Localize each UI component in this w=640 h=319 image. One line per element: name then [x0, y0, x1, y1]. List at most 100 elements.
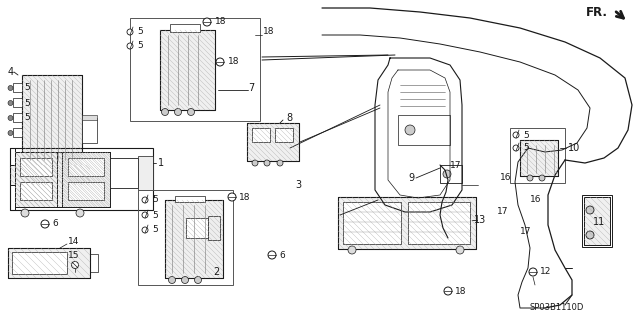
Circle shape [195, 277, 202, 284]
Bar [10, 148, 15, 210]
Text: 17: 17 [497, 207, 509, 217]
Bar [15, 152, 57, 207]
Bar [138, 156, 153, 190]
Circle shape [513, 145, 519, 151]
Circle shape [348, 246, 356, 254]
Text: 2: 2 [213, 267, 220, 277]
Circle shape [443, 170, 451, 178]
Circle shape [216, 58, 224, 66]
Text: 16: 16 [500, 174, 511, 182]
Circle shape [127, 43, 133, 49]
Bar [13, 128, 22, 137]
Circle shape [142, 227, 148, 233]
Bar [138, 190, 233, 285]
Bar [398, 115, 450, 145]
Bar [8, 248, 90, 278]
Bar [252, 128, 270, 142]
Bar [10, 148, 153, 210]
Text: 18: 18 [228, 57, 239, 66]
Text: 4: 4 [8, 67, 14, 77]
Circle shape [142, 197, 148, 203]
Text: 5: 5 [24, 114, 29, 122]
Circle shape [586, 231, 594, 239]
Bar [15, 152, 110, 207]
Text: 14: 14 [68, 238, 79, 247]
Circle shape [444, 287, 452, 295]
Bar [22, 75, 82, 165]
Circle shape [252, 160, 258, 166]
Bar [15, 152, 57, 207]
Text: 17: 17 [520, 227, 531, 236]
Bar [165, 200, 223, 278]
Bar [165, 200, 223, 278]
Bar [13, 113, 22, 122]
Bar [68, 182, 104, 200]
Circle shape [76, 209, 84, 217]
Bar [160, 30, 215, 110]
Circle shape [268, 251, 276, 259]
Circle shape [228, 193, 236, 201]
Circle shape [456, 246, 464, 254]
Circle shape [264, 160, 270, 166]
Circle shape [41, 220, 49, 228]
Text: 7: 7 [248, 83, 254, 93]
Bar [247, 123, 299, 161]
Bar [208, 216, 220, 240]
Text: 18: 18 [455, 286, 467, 295]
Bar [15, 152, 110, 207]
Bar [82, 115, 97, 120]
Bar [343, 202, 401, 244]
Circle shape [182, 277, 189, 284]
Bar [10, 165, 90, 185]
Text: 8: 8 [286, 113, 292, 123]
Text: 6: 6 [52, 219, 58, 228]
Text: 5: 5 [152, 196, 157, 204]
Circle shape [405, 125, 415, 135]
Circle shape [127, 29, 133, 35]
Text: 5: 5 [152, 226, 157, 234]
Circle shape [188, 108, 195, 115]
Bar [170, 24, 200, 32]
Bar [440, 165, 462, 183]
Text: 9: 9 [408, 173, 414, 183]
Text: 5: 5 [137, 41, 143, 50]
Bar [22, 75, 82, 165]
Text: 13: 13 [474, 215, 486, 225]
Text: SP03B1110D: SP03B1110D [530, 303, 584, 313]
Text: 3: 3 [295, 180, 301, 190]
Circle shape [586, 206, 594, 214]
Bar [10, 165, 90, 185]
Text: 18: 18 [263, 27, 275, 36]
Circle shape [539, 175, 545, 181]
Circle shape [203, 18, 211, 26]
Bar [584, 197, 610, 245]
Bar [20, 158, 52, 176]
Bar [584, 197, 610, 245]
Bar [186, 218, 208, 238]
Bar [62, 152, 110, 207]
Text: 12: 12 [540, 268, 552, 277]
Bar [160, 30, 215, 110]
Text: 5: 5 [523, 130, 529, 139]
Text: 5: 5 [137, 27, 143, 36]
Text: 18: 18 [239, 192, 250, 202]
Bar [275, 128, 293, 142]
Bar [13, 98, 22, 107]
Text: 11: 11 [593, 217, 605, 227]
Bar [408, 202, 470, 244]
Text: 5: 5 [523, 144, 529, 152]
Text: 5: 5 [152, 211, 157, 219]
Circle shape [161, 108, 168, 115]
Bar [12, 252, 67, 274]
Circle shape [529, 268, 537, 276]
Text: 1: 1 [158, 158, 164, 168]
Circle shape [8, 85, 13, 91]
Bar [8, 248, 90, 278]
Bar [338, 197, 476, 249]
Bar [82, 118, 97, 143]
Text: 6: 6 [279, 250, 285, 259]
Bar [520, 140, 558, 176]
Text: 16: 16 [530, 196, 541, 204]
Bar [68, 158, 104, 176]
Text: FR.: FR. [586, 6, 608, 19]
